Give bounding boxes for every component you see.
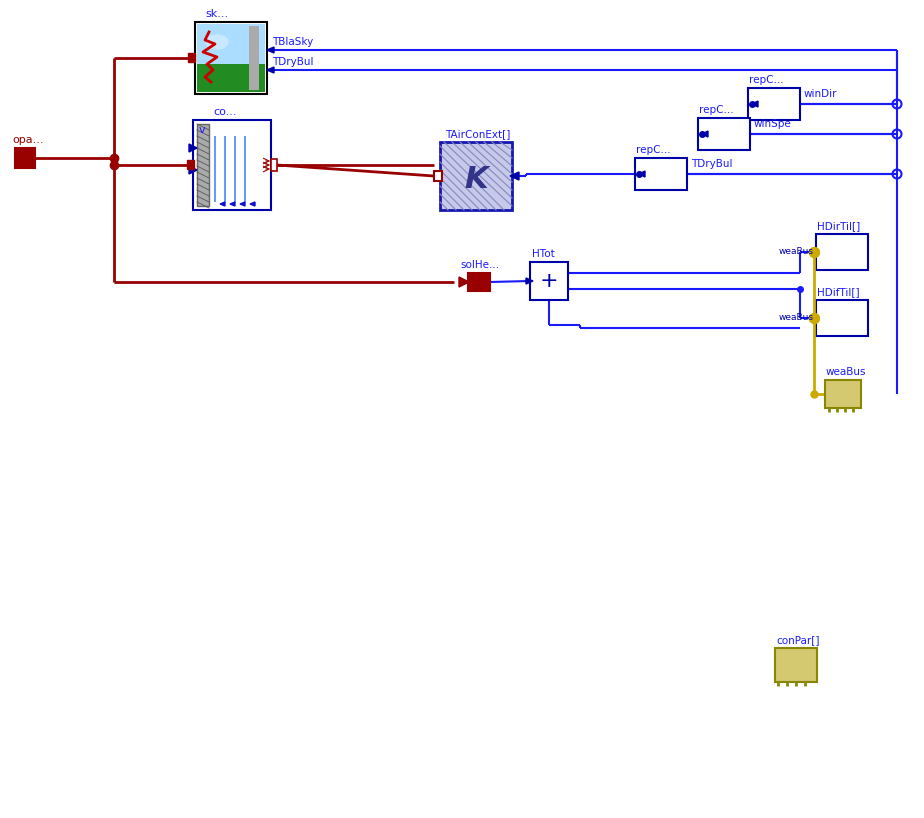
Polygon shape [752, 101, 758, 107]
Polygon shape [702, 131, 708, 137]
Polygon shape [220, 202, 225, 206]
Polygon shape [639, 171, 645, 177]
Bar [635, 158, 687, 190]
Text: weaBus: weaBus [779, 248, 814, 257]
Text: TDryBul: TDryBul [691, 159, 733, 169]
Text: sk...: sk... [205, 9, 228, 19]
Bar [775, 648, 817, 682]
Bar [825, 380, 861, 408]
Bar [249, 26, 259, 90]
Polygon shape [526, 278, 533, 284]
Bar [816, 234, 868, 270]
Text: conPar[]: conPar[] [776, 635, 820, 645]
Text: repC...: repC... [749, 75, 784, 85]
Polygon shape [459, 277, 469, 287]
Text: HDifTil[]: HDifTil[] [817, 287, 859, 297]
Text: K: K [464, 164, 488, 194]
Ellipse shape [206, 35, 228, 49]
Text: weaBus: weaBus [779, 313, 814, 322]
Bar [698, 118, 750, 150]
Text: TDryBul: TDryBul [272, 57, 313, 67]
Text: HTot: HTot [532, 249, 554, 259]
Text: opa...: opa... [12, 135, 43, 145]
Bar [195, 22, 267, 94]
Bar [271, 159, 277, 171]
Text: solHe...: solHe... [460, 260, 499, 270]
Polygon shape [189, 166, 197, 174]
Text: TAirConExt[]: TAirConExt[] [445, 129, 510, 139]
Polygon shape [812, 315, 818, 321]
Polygon shape [189, 144, 197, 152]
Bar [188, 53, 195, 62]
Polygon shape [812, 249, 818, 255]
Polygon shape [510, 172, 519, 180]
Bar [187, 160, 194, 169]
Text: HDirTil[]: HDirTil[] [817, 221, 860, 231]
Text: v: v [199, 125, 206, 135]
Bar [193, 120, 271, 210]
Bar [434, 171, 442, 181]
Bar [197, 64, 265, 92]
Bar [197, 24, 265, 64]
Bar [197, 124, 209, 206]
Text: weaBus: weaBus [826, 367, 867, 377]
Text: repC...: repC... [636, 145, 671, 155]
Text: repC...: repC... [699, 105, 734, 115]
Bar [468, 273, 490, 291]
Text: co...: co... [213, 107, 237, 117]
Polygon shape [267, 67, 274, 73]
Text: TBlaSky: TBlaSky [272, 37, 313, 47]
Text: winSpe: winSpe [754, 119, 792, 129]
Bar [440, 142, 512, 210]
Bar [530, 262, 568, 300]
Bar [15, 148, 35, 168]
Text: +: + [540, 271, 558, 291]
Bar [748, 88, 800, 120]
Polygon shape [240, 202, 245, 206]
Polygon shape [230, 202, 235, 206]
Bar [816, 300, 868, 336]
Polygon shape [250, 202, 255, 206]
Text: winDir: winDir [804, 89, 837, 99]
Polygon shape [267, 47, 274, 53]
